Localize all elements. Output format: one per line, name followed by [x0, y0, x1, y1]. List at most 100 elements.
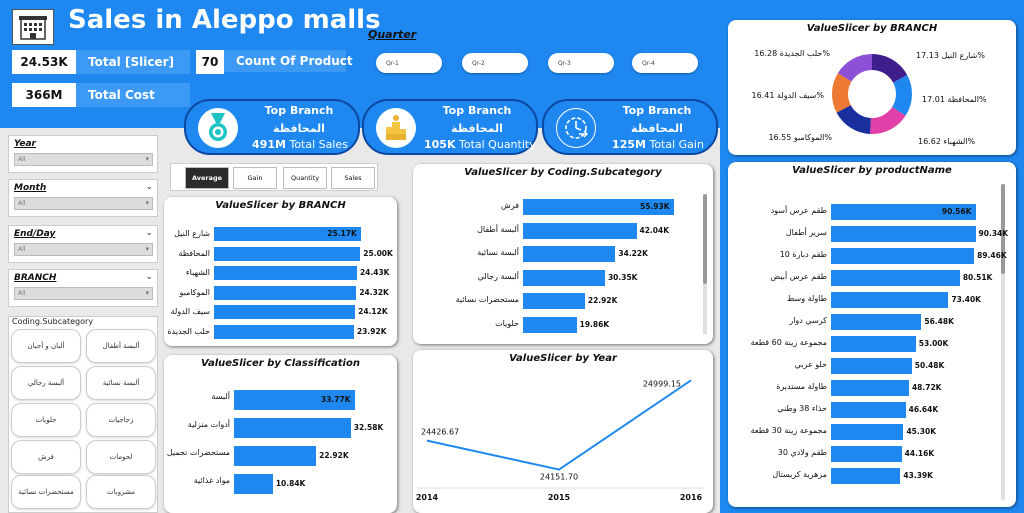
quarter-button-4[interactable]: Qr-4: [632, 53, 698, 73]
bar[interactable]: [234, 418, 351, 438]
scrollbar[interactable]: [1001, 184, 1005, 500]
top-branch-quantity-card: Top Branch المحافظة 105K Total Quantity: [362, 99, 538, 155]
bar-value-label: 89.46K: [977, 251, 1007, 260]
measure-button-gain[interactable]: Gain: [233, 167, 277, 189]
bar-category-label: فرش: [500, 201, 519, 210]
building-icon: [12, 9, 54, 45]
donut-slice-label: الشهباء 16.62%: [918, 137, 976, 146]
bar-value-label: 32.58K: [353, 423, 384, 432]
bar-category-label: ألبسة أطفال: [477, 224, 519, 234]
bar[interactable]: [214, 305, 356, 319]
donut-slice-label: سيف الدولة 16.41%: [752, 91, 825, 100]
bar[interactable]: [831, 226, 976, 242]
bar-category-label: مستحضرات نسائية: [455, 295, 519, 304]
scrollbar-thumb[interactable]: [703, 194, 707, 284]
donut-slice-label: شارع النيل 17.13%: [916, 51, 985, 60]
measure-button-quantity[interactable]: Quantity: [283, 167, 327, 189]
year-series-line[interactable]: [426, 379, 692, 471]
subcategory-button[interactable]: فرش: [11, 440, 81, 474]
product-bar-chart: ValueSlicer by productName طقم عرس أسود 9…: [728, 162, 1016, 507]
bar[interactable]: [831, 314, 922, 330]
subcategory-button[interactable]: مستحضرات نسائية: [11, 475, 81, 509]
top-branch-title: Top Branch: [622, 104, 692, 117]
donut-slice[interactable]: [872, 54, 908, 83]
bar-value-label: 25.00K: [363, 248, 393, 258]
branch-slicer-label: BRANCH: [14, 273, 57, 283]
bar[interactable]: [831, 292, 949, 308]
subcategory-button[interactable]: لحومات: [86, 440, 156, 474]
quarter-button-2[interactable]: Qr-2: [462, 53, 528, 73]
bar[interactable]: [234, 390, 355, 410]
year-data-label: 24999.15: [643, 379, 681, 388]
donut-slice[interactable]: [836, 105, 871, 134]
bar-category-label: حلب الجديدة: [167, 326, 210, 336]
subcategory-button[interactable]: ألبسة رجالي: [11, 366, 81, 400]
bar[interactable]: [523, 316, 577, 333]
bar[interactable]: [831, 402, 906, 418]
measure-button-sales[interactable]: Sales: [331, 167, 375, 189]
bar[interactable]: [214, 246, 361, 261]
chevron-down-icon[interactable]: ⌄: [145, 182, 153, 192]
kpi-total-slicer-label: Total [Slicer]: [76, 50, 190, 74]
subcategory-button[interactable]: مشروبات: [86, 475, 156, 509]
donut-slice-label: الموكامبو 16.55%: [768, 133, 832, 142]
bar[interactable]: [523, 246, 616, 262]
donut-slice[interactable]: [837, 54, 872, 82]
bar[interactable]: [523, 293, 585, 309]
bar-value-label: 24.43K: [359, 268, 390, 277]
bar[interactable]: [214, 285, 357, 300]
chevron-down-icon[interactable]: ⌄: [145, 272, 153, 282]
chart-title: ValueSlicer by productName: [792, 165, 952, 176]
bar-value-label: 25.17K: [327, 229, 357, 238]
bar-value-label: 33.77K: [321, 395, 351, 404]
measure-button-average[interactable]: Average: [185, 167, 229, 189]
kpi-count-product-value: 70: [196, 50, 224, 74]
bar[interactable]: [831, 446, 902, 462]
bar[interactable]: [831, 358, 912, 374]
quarter-button-3[interactable]: Qr-3: [548, 53, 614, 73]
subcategory-button[interactable]: زجاجيات: [86, 403, 156, 437]
subcategory-button[interactable]: ألبسة نسائية: [86, 366, 156, 400]
bar[interactable]: [831, 204, 976, 220]
year-dropdown[interactable]: All ▾: [14, 153, 153, 166]
bar-value-label: 80.51K: [962, 273, 993, 282]
endday-dropdown[interactable]: All ▾: [14, 243, 153, 256]
bar[interactable]: [234, 474, 273, 494]
subcategory-button[interactable]: حلويات: [11, 403, 81, 437]
bar[interactable]: [831, 336, 916, 352]
bar[interactable]: [214, 227, 362, 241]
bar[interactable]: [523, 269, 605, 286]
branch-bar-chart: ValueSlicer by BRANCH شارع النيل 25.17K ال…: [164, 197, 397, 346]
month-slicer-label: Month: [14, 183, 47, 193]
bar[interactable]: [214, 266, 357, 280]
bar[interactable]: [214, 324, 354, 339]
bar[interactable]: [831, 248, 975, 264]
bar[interactable]: [234, 446, 317, 466]
scrollbar-thumb[interactable]: [1001, 184, 1005, 274]
bar[interactable]: [523, 199, 674, 215]
donut-slice[interactable]: [870, 107, 906, 134]
chevron-down-icon[interactable]: ⌄: [145, 228, 153, 238]
subcategory-button[interactable]: ألبسة أطفال: [86, 329, 156, 363]
bar-category-label: طقم ولادي 30: [777, 448, 827, 457]
subcategory-button[interactable]: ألبان و أجبان: [11, 329, 81, 363]
donut-slice[interactable]: [892, 75, 912, 116]
donut-slice[interactable]: [832, 73, 852, 113]
bar-category-label: طاولة وسط: [786, 294, 827, 303]
quarter-slicer-title: Quarter: [368, 28, 417, 41]
bar[interactable]: [831, 380, 909, 396]
month-dropdown[interactable]: All ▾: [14, 197, 153, 210]
bar[interactable]: [831, 468, 901, 484]
bar-value-label: 10.84K: [275, 479, 306, 488]
branch-dropdown[interactable]: All ▾: [14, 287, 153, 300]
bar-value-label: 50.48K: [914, 361, 945, 370]
bar-value-label: 22.92K: [319, 451, 349, 460]
bar[interactable]: [831, 424, 904, 440]
bar-category-label: مجموعة زينة 30 قطعة: [750, 426, 827, 435]
top-branch-name: المحافظة: [631, 122, 683, 135]
year-line-chart: ValueSlicer by Year 24426.67 2014 24151.70…: [413, 350, 713, 513]
year-line-svg: 24426.67 2014 24151.70 2015 24999.15 2016: [416, 379, 703, 502]
bar[interactable]: [523, 222, 637, 239]
quarter-button-1[interactable]: Qr-1: [376, 53, 442, 73]
bar[interactable]: [831, 270, 960, 286]
